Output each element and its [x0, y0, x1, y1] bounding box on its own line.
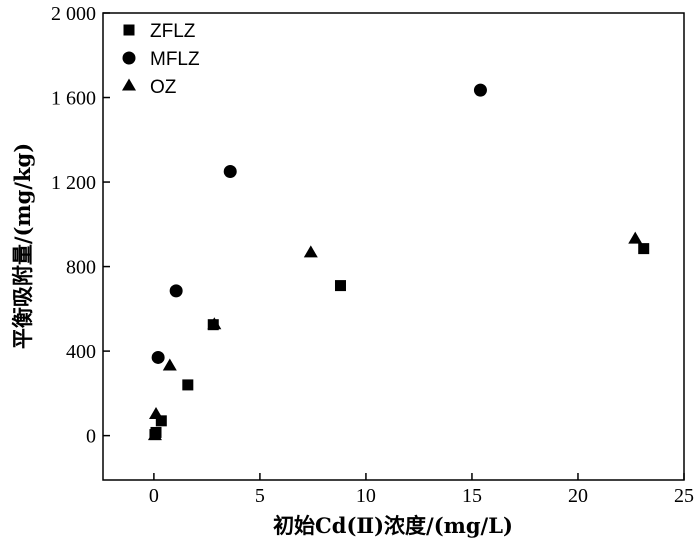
mflz-point	[169, 284, 183, 298]
oz-point	[207, 317, 222, 330]
x-axis: 0 5 10 15 20 25	[149, 473, 694, 507]
y-tick-label: 400	[66, 341, 96, 363]
x-tick-label: 10	[356, 485, 376, 507]
legend-marker-mflz	[122, 51, 136, 65]
y-tick-label: 1 600	[51, 88, 96, 110]
zflz-point	[334, 280, 346, 292]
mflz-point	[151, 350, 165, 364]
mflz-point	[473, 83, 487, 97]
y-tick-label: 2 000	[51, 3, 96, 25]
series-oz	[147, 231, 643, 441]
y-axis-title: 平衡吸附量/(mg/kg)	[10, 143, 35, 349]
legend-label-zflz: ZFLZ	[150, 21, 196, 42]
oz-point	[149, 407, 164, 420]
zflz-point	[638, 243, 650, 255]
legend-label-mflz: MFLZ	[150, 49, 200, 70]
y-tick-label: 800	[66, 257, 96, 279]
x-tick-label: 25	[674, 485, 694, 507]
zflz-point	[155, 415, 167, 427]
legend-marker-zflz	[123, 24, 135, 36]
legend-label-oz: OZ	[150, 77, 177, 98]
oz-point	[628, 231, 643, 244]
series-zflz	[149, 243, 650, 441]
y-tick-label: 0	[86, 426, 96, 448]
legend: ZFLZ MFLZ OZ	[122, 21, 200, 98]
data-points	[147, 83, 650, 441]
x-axis-title: 初始Cd(Ⅱ)浓度/(mg/L)	[273, 513, 513, 538]
plot-frame	[102, 12, 685, 481]
mflz-point	[223, 164, 237, 178]
oz-point	[162, 358, 177, 371]
x-tick-label: 20	[568, 485, 588, 507]
x-tick-label: 5	[255, 485, 265, 507]
y-axis: 0 400 800 1 200 1 600 2 000	[51, 3, 110, 448]
legend-marker-oz	[122, 78, 136, 91]
oz-point	[147, 428, 162, 441]
zflz-point	[182, 379, 194, 391]
y-tick-label: 1 200	[51, 172, 96, 194]
oz-point	[303, 245, 318, 258]
x-tick-label: 15	[462, 485, 482, 507]
x-tick-label: 0	[149, 485, 159, 507]
series-mflz	[151, 83, 487, 364]
